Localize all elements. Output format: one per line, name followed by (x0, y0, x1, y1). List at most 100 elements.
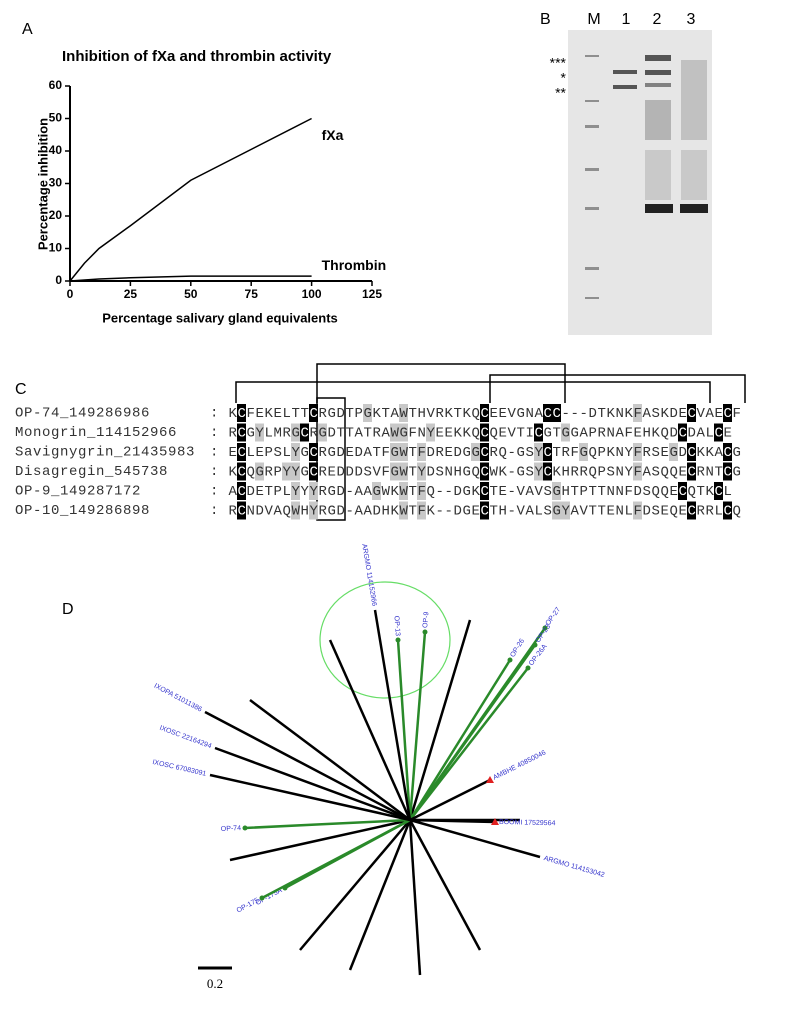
similar-residue (633, 443, 642, 461)
similar-residue (561, 423, 570, 442)
leaf-label: IXOSC 22164294 (158, 725, 212, 751)
branch (408, 659, 512, 821)
conserved-cys (687, 501, 696, 520)
branch (409, 667, 529, 821)
branch (408, 644, 537, 821)
leaf-node (542, 625, 548, 631)
similar-residue (399, 443, 408, 461)
branch (229, 818, 411, 862)
similar-residue (579, 443, 588, 461)
conserved-cys (678, 482, 687, 500)
similar-residue (552, 482, 561, 500)
band-marker: *** (550, 55, 567, 71)
separator: : (210, 503, 219, 519)
series-label: Thrombin (322, 257, 387, 273)
branch (408, 631, 427, 821)
similar-residue (309, 501, 318, 520)
branch (409, 818, 541, 859)
similar-residue (255, 462, 264, 481)
branch (408, 819, 422, 976)
panel-label: D (62, 601, 74, 618)
similar-residue (291, 501, 300, 520)
leaf-marker (486, 776, 494, 783)
similar-residue (282, 462, 291, 481)
series-label: fXa (322, 127, 344, 143)
sequence-name: OP-10_149286898 (15, 503, 150, 519)
conserved-cys (237, 423, 246, 442)
similar-residue (399, 482, 408, 500)
y-tick-label: 10 (49, 241, 63, 255)
conserved-cys (480, 462, 489, 481)
similar-residue (534, 443, 543, 461)
conserved-cys (723, 462, 732, 481)
leaf-node (422, 629, 428, 635)
similar-residue (390, 462, 399, 481)
gel-bands (585, 55, 708, 299)
conserved-cys (714, 423, 723, 442)
conserved-cys (300, 423, 309, 442)
branch (396, 639, 412, 821)
branch (408, 619, 472, 821)
y-tick-label: 60 (49, 78, 63, 92)
similar-residue (372, 482, 381, 500)
branch (209, 773, 411, 822)
conserved-cys (687, 443, 696, 461)
similar-residue (399, 423, 408, 442)
similar-residue (426, 423, 435, 442)
leaf-label: IXOSC 67083091 (152, 759, 207, 778)
x-tick-label: 0 (67, 287, 74, 301)
x-tick-label: 50 (184, 287, 198, 301)
conserved-cys (237, 462, 246, 481)
panel-label: C (15, 381, 27, 398)
leaf-node (259, 895, 265, 901)
leaf-label: OP-9 (422, 611, 430, 628)
similar-residue (399, 501, 408, 520)
lane-label: 3 (687, 11, 696, 28)
y-tick-label: 0 (55, 273, 62, 287)
branch (299, 819, 411, 951)
similar-residue (669, 443, 678, 461)
similar-residue (291, 462, 300, 481)
similar-residue (318, 423, 327, 442)
conserved-cys (237, 482, 246, 500)
lane-label: M (587, 11, 600, 28)
x-tick-label: 25 (124, 287, 138, 301)
conserved-cys (723, 404, 732, 422)
leaf-node (532, 642, 538, 648)
similar-residue (633, 462, 642, 481)
similar-residue (399, 404, 408, 422)
series-line (69, 275, 312, 282)
similar-residue (291, 482, 300, 500)
branch (244, 818, 411, 830)
branch (348, 819, 412, 971)
leaf-label: OP-23 (535, 623, 553, 644)
sequence-name: OP-74_149286986 (15, 406, 150, 422)
sequence-name: Disagregin_545738 (15, 464, 168, 480)
branch (409, 818, 496, 824)
x-tick-label: 75 (245, 287, 259, 301)
separator: : (210, 406, 219, 422)
leaf-node (507, 657, 513, 663)
scale-label: 0.2 (207, 976, 223, 991)
conserved-cys (480, 443, 489, 461)
sequence-name: OP-9_149287172 (15, 484, 141, 500)
similar-residue (309, 482, 318, 500)
sequence: RCGYLMRGCRGDTTATRAWGFNYEEKKQCQEVTICGTGGA… (229, 425, 733, 441)
leaf-node (525, 665, 531, 671)
leaf-label: ARGMO 114153042 (543, 855, 606, 879)
branch (328, 639, 412, 821)
leaf-marker (491, 818, 499, 825)
similar-residue (534, 462, 543, 481)
sequence-name: Monogrin_114152966 (15, 425, 177, 441)
similar-residue (561, 501, 570, 520)
similar-residue (417, 443, 426, 461)
branch (249, 699, 411, 821)
similar-residue (291, 443, 300, 461)
conserved-cys (543, 404, 552, 422)
similar-residue (417, 501, 426, 520)
branch (261, 818, 411, 900)
leaf-node (242, 825, 248, 831)
similar-residue (390, 443, 399, 461)
chart-title: Inhibition of fXa and thrombin activity (62, 48, 332, 65)
conserved-cys (687, 404, 696, 422)
